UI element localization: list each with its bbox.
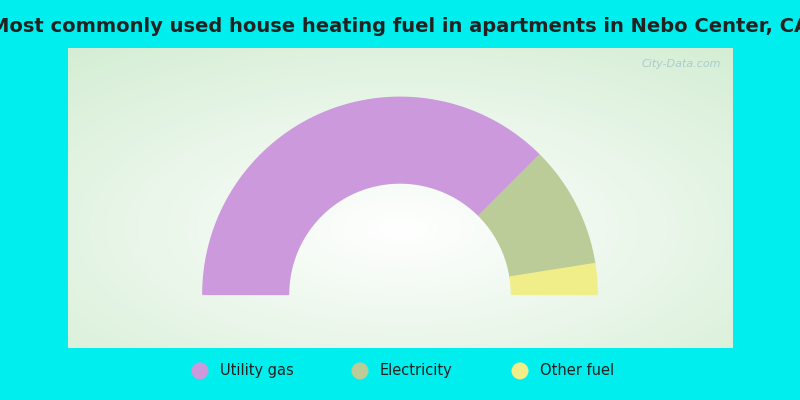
Polygon shape — [203, 97, 539, 294]
Polygon shape — [510, 264, 597, 294]
Text: Utility gas: Utility gas — [220, 363, 294, 378]
Polygon shape — [478, 155, 594, 277]
Text: City-Data.com: City-Data.com — [642, 59, 722, 69]
Text: Most commonly used house heating fuel in apartments in Nebo Center, CA: Most commonly used house heating fuel in… — [0, 16, 800, 36]
Text: Other fuel: Other fuel — [540, 363, 614, 378]
Text: Electricity: Electricity — [380, 363, 453, 378]
